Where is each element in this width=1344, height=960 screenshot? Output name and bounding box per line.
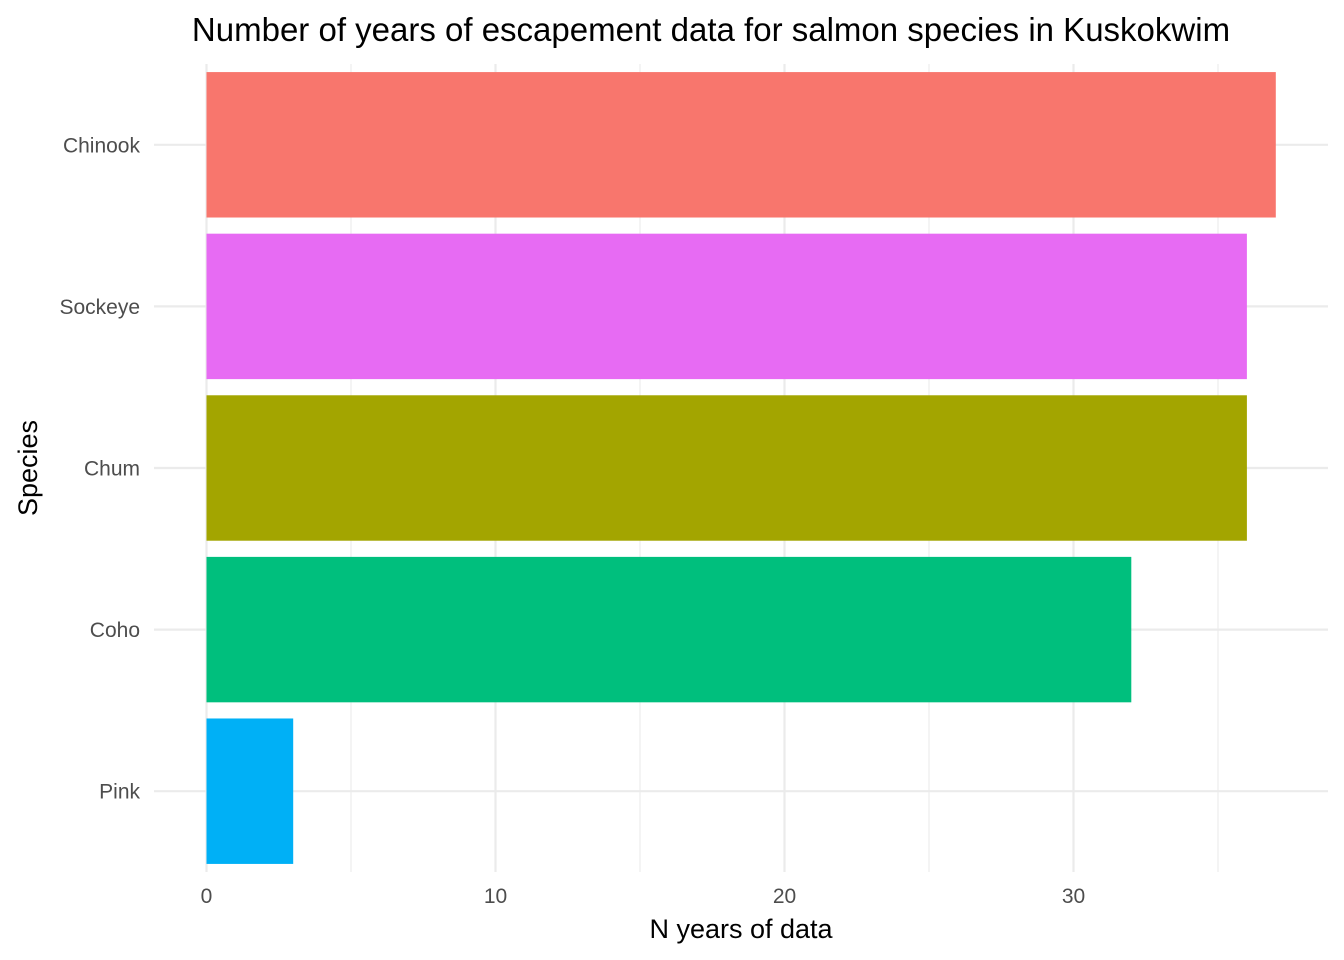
bar-chum — [206, 395, 1247, 541]
y-tick-label: Coho — [90, 619, 140, 642]
y-tick-label: Pink — [99, 781, 140, 804]
x-axis-title: N years of data — [649, 914, 833, 944]
bar-chinook — [206, 72, 1276, 218]
y-tick-label: Sockeye — [59, 296, 140, 319]
y-tick-label: Chinook — [63, 134, 141, 157]
x-tick-label: 10 — [484, 885, 507, 908]
x-tick-label: 0 — [201, 885, 213, 908]
chart-title: Number of years of escapement data for s… — [192, 11, 1230, 48]
bar-coho — [206, 556, 1132, 703]
x-tick-labels: 0 10 20 30 — [201, 885, 1086, 908]
x-tick-label: 20 — [773, 885, 796, 908]
x-tick-label: 30 — [1062, 885, 1085, 908]
y-axis-title: Species — [13, 420, 43, 516]
bar-sockeye — [206, 233, 1247, 380]
y-tick-label: Chum — [84, 458, 140, 481]
y-tick-labels: Chinook Sockeye Chum Coho Pink — [59, 134, 140, 803]
bars — [206, 72, 1276, 864]
bar-pink — [206, 718, 294, 864]
